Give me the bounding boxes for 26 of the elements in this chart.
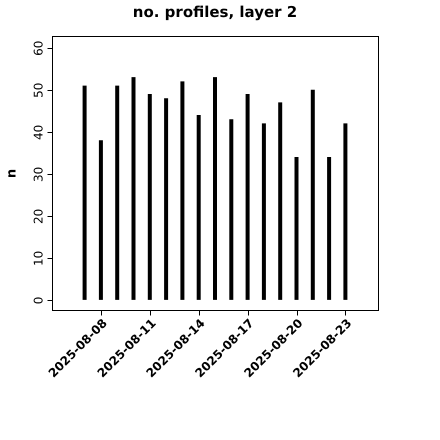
y-tick-label: 0 (32, 296, 46, 304)
bar (82, 86, 87, 300)
y-tick-label: 20 (32, 208, 46, 224)
y-axis-title: n (4, 168, 20, 178)
bar (343, 123, 348, 300)
y-tick-label: 30 (32, 166, 46, 182)
bar (294, 157, 298, 300)
bar (213, 77, 217, 300)
y-tick-label: 50 (32, 82, 46, 98)
bar (229, 119, 234, 300)
bar (327, 157, 332, 300)
bar (196, 115, 201, 300)
y-tick-label: 10 (32, 250, 46, 266)
chart-title: no. profiles, layer 2 (132, 3, 298, 21)
bar (278, 102, 282, 300)
bar (98, 140, 103, 300)
bar (246, 94, 250, 300)
y-tick-label: 60 (32, 40, 46, 56)
bar (148, 94, 152, 300)
bar (262, 123, 266, 300)
bar (164, 98, 168, 300)
y-tick-label: 40 (32, 124, 46, 140)
bar (115, 86, 120, 300)
bar (180, 81, 184, 300)
bar (132, 77, 136, 300)
bar (310, 90, 315, 300)
